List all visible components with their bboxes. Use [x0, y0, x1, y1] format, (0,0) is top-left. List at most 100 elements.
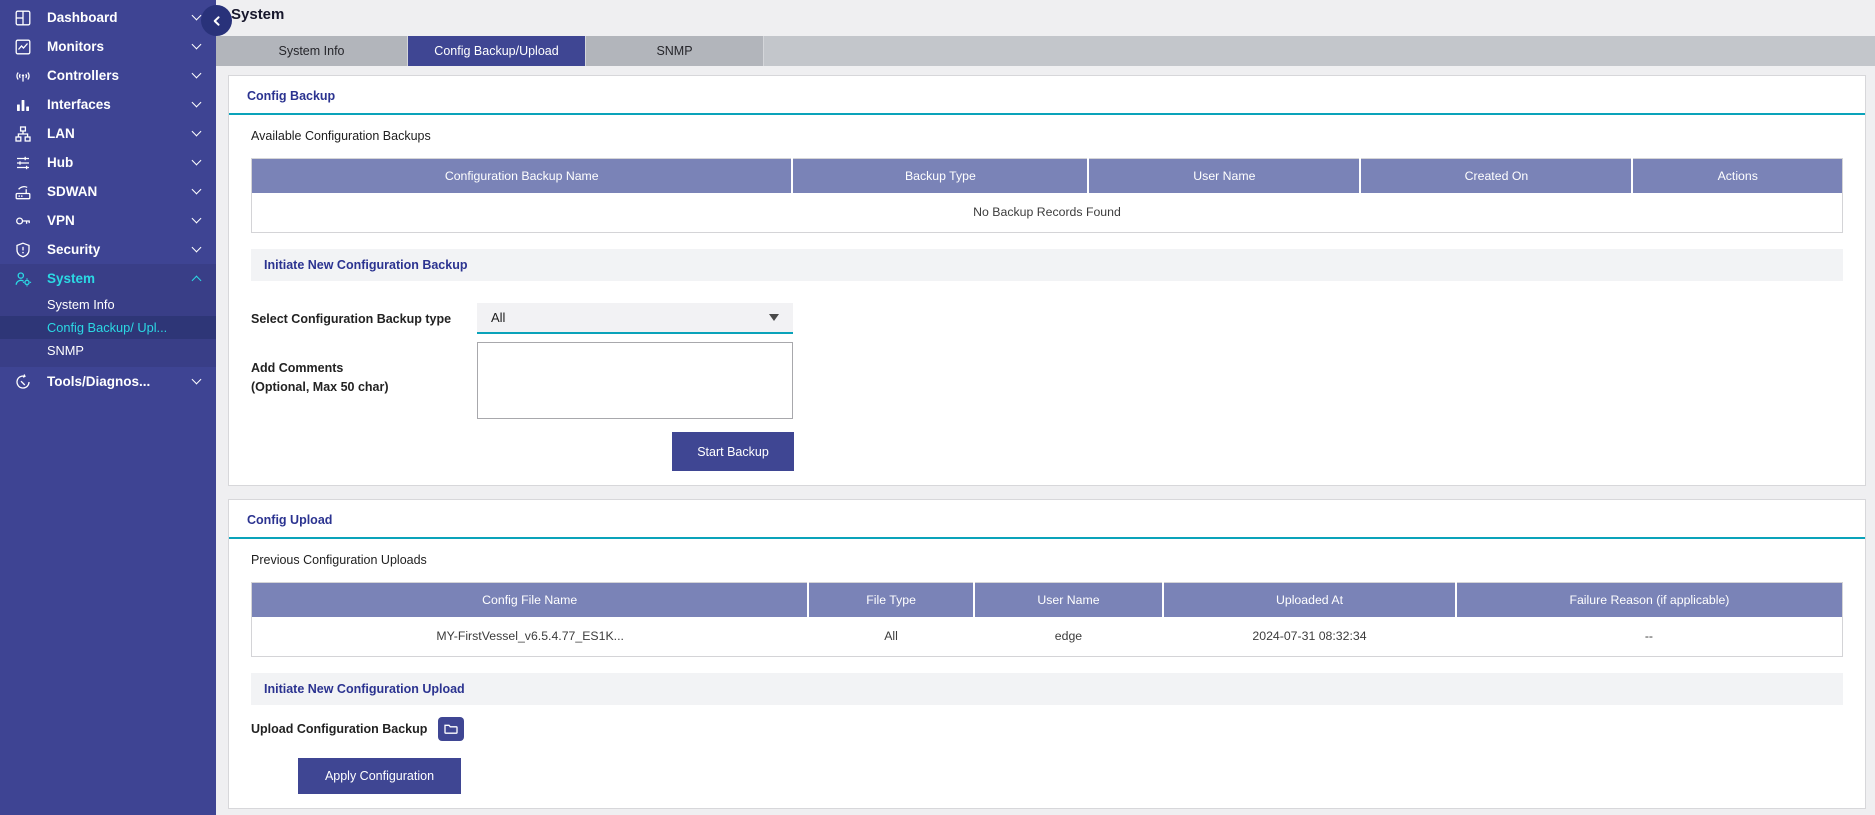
chevron-left-icon	[209, 13, 225, 29]
upload-backup-label: Upload Configuration Backup	[251, 722, 428, 736]
tools-icon	[12, 373, 34, 391]
sidebar-item-tools-diagnostics[interactable]: Tools/Diagnos...	[0, 367, 216, 396]
upload-config-row: Upload Configuration Backup	[251, 717, 1843, 741]
backup-type-row: Select Configuration Backup type All	[251, 303, 1843, 334]
initiate-backup-header: Initiate New Configuration Backup	[251, 249, 1843, 281]
cell-user-name: edge	[1054, 629, 1083, 644]
sidebar-item-label: Tools/Diagnos...	[47, 374, 151, 389]
column-header-failure-reason: Failure Reason (if applicable)	[1455, 582, 1843, 617]
sidebar-item-system[interactable]: System	[0, 264, 216, 293]
config-backup-panel: Config Backup Available Configuration Ba…	[228, 75, 1866, 486]
column-header-config-file-name: Config File Name	[251, 582, 810, 617]
sidebar-item-label: Monitors	[47, 39, 104, 54]
comments-label-line2: (Optional, Max 50 char)	[251, 380, 389, 394]
sidebar: Dashboard Monitors Controllers Interface…	[0, 0, 216, 815]
comments-label-line1: Add Comments	[251, 361, 344, 375]
available-backups-label: Available Configuration Backups	[251, 129, 431, 143]
tab-snmp[interactable]: SNMP	[586, 36, 764, 66]
sidebar-item-label: Interfaces	[47, 97, 111, 112]
sidebar-subitem-label: System Info	[47, 297, 115, 312]
chevron-down-icon	[191, 184, 202, 195]
content-area: Config Backup Available Configuration Ba…	[216, 66, 1875, 815]
cell-config-file-name: MY-FirstVessel_v6.5.4.77_ES1K...	[436, 629, 624, 644]
sidebar-item-label: Dashboard	[47, 10, 118, 25]
page-title: System	[231, 6, 285, 23]
chevron-up-icon	[191, 275, 202, 286]
chevron-down-icon	[191, 126, 202, 137]
sidebar-item-vpn[interactable]: VPN	[0, 206, 216, 235]
table-row: MY-FirstVessel_v6.5.4.77_ES1K... All edg…	[252, 617, 1843, 657]
table-row: No Backup Records Found	[252, 193, 1843, 233]
sidebar-item-hub[interactable]: Hub	[0, 148, 216, 177]
backup-table-header-row: Configuration Backup Name Backup Type Us…	[251, 158, 1843, 193]
sidebar-item-label: System	[47, 271, 96, 286]
sidebar-item-label: Hub	[47, 155, 74, 170]
backup-type-label: Select Configuration Backup type	[251, 311, 452, 326]
folder-upload-icon	[438, 717, 465, 744]
sidebar-item-label: VPN	[47, 213, 75, 228]
tab-config-backup-upload[interactable]: Config Backup/Upload	[408, 36, 586, 66]
sidebar-subitem-label: Config Backup/ Upl...	[47, 320, 168, 335]
sidebar-item-controllers[interactable]: Controllers	[0, 61, 216, 90]
sidebar-item-interfaces[interactable]: Interfaces	[0, 90, 216, 119]
column-header-file-type: File Type	[808, 582, 975, 617]
empty-table-message: No Backup Records Found	[973, 205, 1121, 220]
chevron-down-icon	[191, 242, 202, 253]
system-icon	[12, 270, 34, 288]
sidebar-item-security[interactable]: Security	[0, 235, 216, 264]
sidebar-group-system: System System Info Config Backup/ Upl...…	[0, 264, 216, 367]
vpn-icon	[12, 212, 34, 230]
comments-label: Add Comments (Optional, Max 50 char)	[251, 342, 477, 419]
lan-icon	[12, 125, 34, 143]
cell-uploaded-at: 2024-07-31 08:32:34	[1252, 629, 1367, 644]
sidebar-item-label: SDWAN	[47, 184, 98, 199]
main-area: System System Info Config Backup/Upload …	[216, 0, 1875, 815]
hub-icon	[12, 154, 34, 172]
tab-system-info[interactable]: System Info	[216, 36, 408, 66]
sidebar-item-label: Controllers	[47, 68, 120, 83]
backup-type-select[interactable]: All	[477, 303, 793, 334]
column-header-configuration-backup-name: Configuration Backup Name	[251, 158, 794, 193]
comments-textarea[interactable]	[477, 342, 793, 419]
sidebar-item-monitors[interactable]: Monitors	[0, 32, 216, 61]
sidebar-item-dashboard[interactable]: Dashboard	[0, 3, 216, 32]
column-header-created-on: Created On	[1360, 158, 1634, 193]
interfaces-icon	[12, 96, 34, 114]
backup-type-selected-value: All	[491, 310, 506, 325]
config-backup-title-row: Config Backup	[229, 76, 1865, 115]
sdwan-icon	[12, 183, 34, 201]
cell-file-type: All	[884, 629, 898, 644]
sidebar-item-config-backup-upload[interactable]: Config Backup/ Upl...	[0, 316, 216, 339]
cell-failure-reason: --	[1644, 629, 1654, 644]
controllers-icon	[12, 67, 34, 85]
column-header-uploaded-at: Uploaded At	[1163, 582, 1457, 617]
title-bar: System	[216, 0, 1875, 36]
initiate-upload-header: Initiate New Configuration Upload	[251, 673, 1843, 705]
config-upload-title-row: Config Upload	[229, 500, 1865, 539]
sidebar-item-label: Security	[47, 242, 101, 257]
chevron-down-icon	[191, 155, 202, 166]
sidebar-item-system-info[interactable]: System Info	[0, 293, 216, 316]
apply-configuration-button[interactable]: Apply Configuration	[298, 758, 461, 794]
sidebar-subitem-label: SNMP	[47, 343, 84, 358]
previous-uploads-label: Previous Configuration Uploads	[251, 553, 427, 567]
dashboard-icon	[12, 9, 34, 27]
comments-row: Add Comments (Optional, Max 50 char)	[251, 342, 1843, 419]
monitors-icon	[12, 38, 34, 56]
column-header-user-name: User Name	[973, 582, 1165, 617]
start-backup-button[interactable]: Start Backup	[672, 432, 794, 471]
column-header-user-name: User Name	[1088, 158, 1362, 193]
tab-bar: System Info Config Backup/Upload SNMP	[216, 36, 1875, 66]
config-backup-title: Config Backup	[247, 89, 336, 103]
sidebar-item-snmp[interactable]: SNMP	[0, 339, 216, 362]
sidebar-item-sdwan[interactable]: SDWAN	[0, 177, 216, 206]
config-upload-title: Config Upload	[247, 513, 333, 527]
upload-file-button[interactable]	[438, 717, 465, 744]
sidebar-collapse-button[interactable]	[201, 5, 232, 36]
sidebar-item-lan[interactable]: LAN	[0, 119, 216, 148]
sidebar-item-label: LAN	[47, 126, 75, 141]
chevron-down-icon	[191, 68, 202, 79]
column-header-actions: Actions	[1632, 158, 1843, 193]
config-upload-panel: Config Upload Previous Configuration Upl…	[228, 499, 1866, 809]
